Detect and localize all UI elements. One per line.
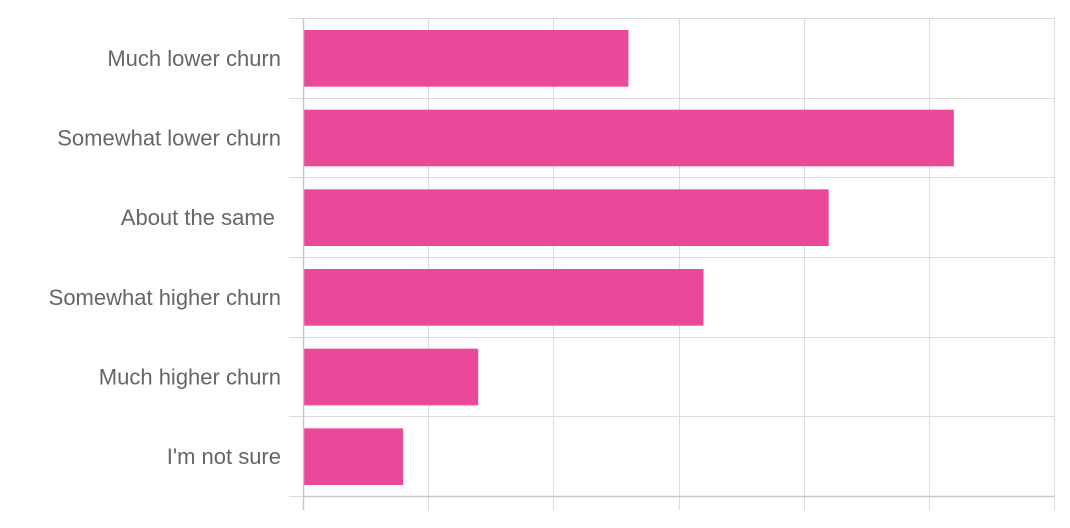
axis-layer — [302, 18, 1054, 510]
category-label: Much lower churn — [107, 46, 281, 71]
category-label: About the same — [121, 205, 281, 230]
grid-layer — [289, 18, 1055, 510]
bar — [304, 30, 629, 87]
bar — [304, 109, 954, 167]
bar — [304, 269, 704, 326]
category-label: Somewhat lower churn — [57, 126, 281, 151]
category-label: Somewhat higher churn — [49, 285, 281, 310]
category-labels: Much lower churn Somewhat lower churn Abou… — [49, 46, 281, 469]
category-label: Much higher churn — [99, 365, 281, 390]
bars-layer — [304, 30, 954, 485]
bar — [304, 428, 404, 485]
bar — [304, 348, 479, 406]
category-label: I'm not sure — [167, 444, 281, 469]
bar — [304, 189, 829, 246]
